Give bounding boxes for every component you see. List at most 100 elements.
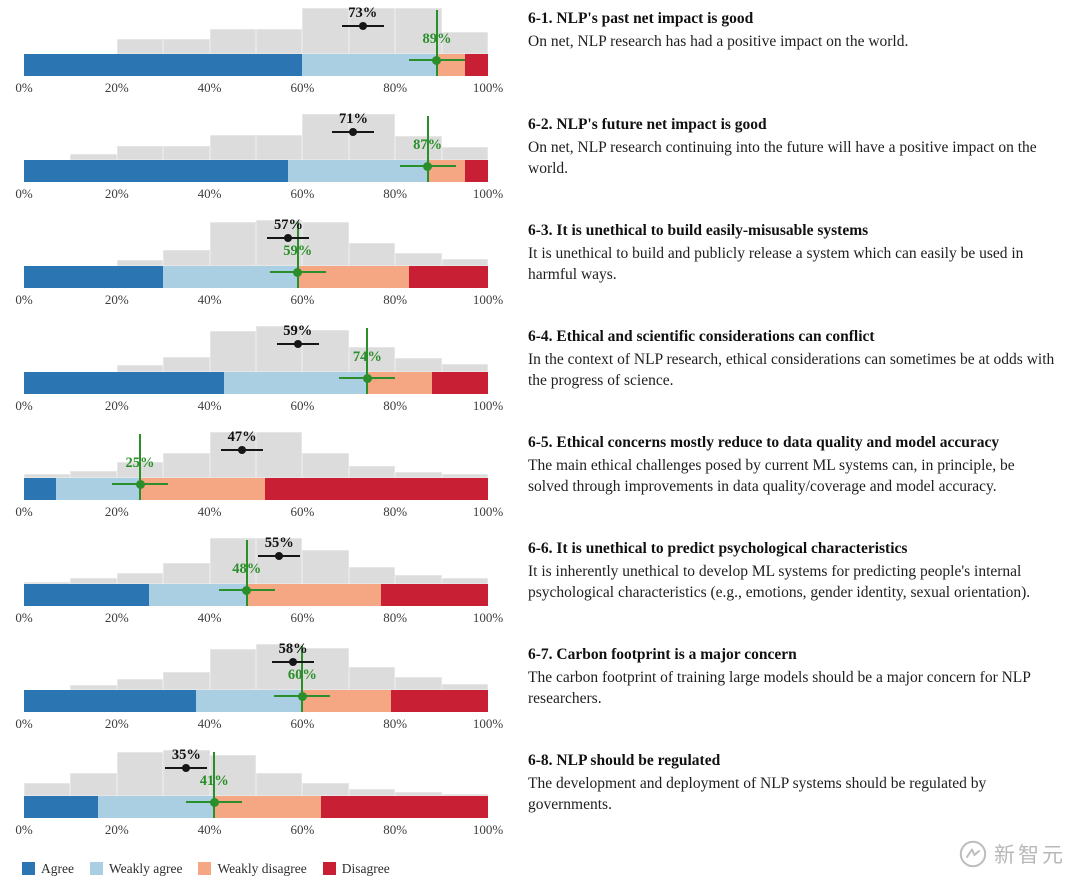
prediction-histogram-bin bbox=[209, 538, 256, 584]
actual-percentage-label: 87% bbox=[413, 137, 443, 153]
prediction-histogram-bin bbox=[209, 754, 256, 796]
actual-marker-dot bbox=[423, 161, 433, 171]
bar-segment-weakly-disagree bbox=[436, 54, 465, 76]
legend-label: Agree bbox=[41, 860, 74, 876]
axis-tick-label: 100% bbox=[472, 822, 504, 837]
prediction-histogram-bin bbox=[256, 326, 303, 372]
question-description: It is inherently unethical to develop ML… bbox=[528, 563, 1031, 601]
survey-row: 0% 20% 40% 60% 80% 100% 89% 73% 6-1. NLP's past … bbox=[0, 0, 1080, 106]
prediction-histogram-bin bbox=[395, 8, 442, 54]
actual-marker-dot bbox=[362, 373, 372, 383]
predicted-percentage-label: 58% bbox=[278, 641, 308, 657]
bar-segment-agree bbox=[24, 584, 150, 606]
predicted-percentage-label: 35% bbox=[171, 747, 201, 763]
axis-tick-label: 60% bbox=[290, 398, 315, 413]
axis-tick-label: 40% bbox=[197, 398, 222, 413]
prediction-histogram-bin bbox=[209, 28, 256, 54]
prediction-histogram-bin bbox=[348, 8, 396, 54]
prediction-histogram-bin bbox=[441, 147, 488, 160]
axis-tick-label: 100% bbox=[472, 80, 504, 95]
bar-segment-agree bbox=[24, 54, 303, 76]
bar-segment-disagree bbox=[432, 372, 488, 394]
watermark-logo-icon bbox=[959, 840, 987, 868]
prediction-histogram-bin bbox=[256, 538, 303, 584]
actual-marker-dot bbox=[297, 691, 307, 701]
prediction-histogram-bin bbox=[256, 134, 303, 160]
survey-row: 0% 20% 40% 60% 80% 100% 87% 71% 6-2. NLP's futur… bbox=[0, 106, 1080, 212]
watermark-text: 新智元 bbox=[994, 843, 1066, 867]
axis-tick-label: 60% bbox=[290, 504, 315, 519]
axis-tick-label: 40% bbox=[197, 610, 222, 625]
legend-swatch-agree bbox=[22, 862, 35, 875]
legend-swatch-weakly-disagree bbox=[198, 862, 212, 875]
question-chart: 0% 20% 40% 60% 80% 100% 59% 57% bbox=[0, 212, 512, 318]
axis-tick-label: 80% bbox=[383, 398, 408, 413]
legend-label: Weakly agree bbox=[108, 860, 183, 876]
prediction-histogram-bin bbox=[209, 648, 256, 690]
bar-segment-weakly-agree bbox=[163, 266, 298, 288]
axis-tick-label: 0% bbox=[15, 398, 33, 413]
predicted-marker-dot bbox=[358, 22, 367, 30]
prediction-histogram-bin bbox=[348, 566, 396, 584]
prediction-histogram-bin bbox=[163, 750, 210, 796]
prediction-histogram-bin bbox=[395, 253, 442, 266]
predicted-percentage-label: 55% bbox=[264, 535, 294, 551]
actual-agreement-line bbox=[213, 752, 216, 818]
bar-segment-weakly-agree bbox=[98, 796, 215, 818]
predicted-percentage-label: 47% bbox=[227, 429, 257, 445]
actual-marker-dot bbox=[242, 585, 252, 595]
bar-segment-agree bbox=[24, 160, 289, 182]
predicted-marker-dot bbox=[182, 764, 191, 772]
prediction-histogram-bin bbox=[70, 153, 117, 160]
bar-segment-weakly-agree bbox=[302, 54, 437, 76]
prediction-histogram-bin bbox=[163, 146, 210, 160]
question-text: 6-3. It is unethical to build easily-mis… bbox=[512, 212, 1064, 318]
axis-tick-label: 60% bbox=[290, 292, 315, 307]
axis-tick-label: 0% bbox=[15, 292, 33, 307]
bar-segment-disagree bbox=[320, 796, 488, 818]
prediction-histogram-bin bbox=[302, 8, 349, 54]
actual-agreement-line bbox=[139, 434, 141, 500]
prediction-histogram-bin bbox=[116, 146, 164, 160]
axis-tick-label: 20% bbox=[104, 610, 129, 625]
axis-tick-label: 0% bbox=[15, 80, 33, 95]
bar-segment-disagree bbox=[390, 690, 488, 712]
axis-tick-label: 40% bbox=[197, 716, 222, 731]
prediction-histogram-bin bbox=[302, 329, 349, 372]
axis-tick-label: 100% bbox=[472, 504, 504, 519]
axis-tick-label: 0% bbox=[15, 822, 33, 837]
axis-tick-label: 80% bbox=[383, 292, 408, 307]
question-chart: 0% 20% 40% 60% 80% 100% 41% 35% bbox=[0, 742, 512, 848]
predicted-percentage-label: 73% bbox=[348, 5, 378, 21]
axis-tick-label: 80% bbox=[383, 186, 408, 201]
survey-row: 0% 20% 40% 60% 80% 100% 59% 57% 6-3. It is uneth… bbox=[0, 212, 1080, 318]
prediction-histogram-bin bbox=[395, 792, 442, 796]
legend-item: Agree bbox=[22, 861, 74, 877]
prediction-histogram-bin bbox=[163, 357, 210, 372]
bar-segment-weakly-disagree bbox=[302, 690, 391, 712]
actual-agreement-line bbox=[245, 540, 248, 606]
axis-tick-label: 40% bbox=[197, 80, 222, 95]
prediction-histogram-bin bbox=[441, 258, 488, 266]
prediction-histogram-bin bbox=[302, 222, 349, 266]
chart-rows: 0% 20% 40% 60% 80% 100% 89% 73% 6-1. NLP's past … bbox=[0, 0, 1080, 848]
axis-tick-label: 100% bbox=[472, 186, 504, 201]
question-description: On net, NLP research continuing into the… bbox=[528, 139, 1037, 177]
prediction-histogram-bin bbox=[441, 363, 488, 372]
predicted-marker-dot bbox=[284, 234, 293, 242]
axis-tick-label: 60% bbox=[290, 80, 315, 95]
axis-tick-label: 60% bbox=[290, 822, 315, 837]
actual-percentage-label: 25% bbox=[125, 455, 155, 471]
prediction-histogram-bin bbox=[209, 134, 256, 160]
axis-tick-label: 60% bbox=[290, 186, 315, 201]
question-chart: 0% 20% 40% 60% 80% 100% 89% 73% bbox=[0, 0, 512, 106]
question-title: 6-3. It is unethical to build easily-mis… bbox=[528, 222, 869, 239]
question-description: In the context of NLP research, ethical … bbox=[528, 351, 1055, 389]
bar-segment-agree bbox=[24, 796, 99, 818]
question-description: On net, NLP research has had a positive … bbox=[528, 33, 909, 50]
axis-tick-label: 60% bbox=[290, 610, 315, 625]
bar-segment-weakly-agree bbox=[149, 584, 247, 606]
predicted-marker-dot bbox=[238, 446, 247, 454]
actual-marker-dot bbox=[135, 479, 145, 489]
